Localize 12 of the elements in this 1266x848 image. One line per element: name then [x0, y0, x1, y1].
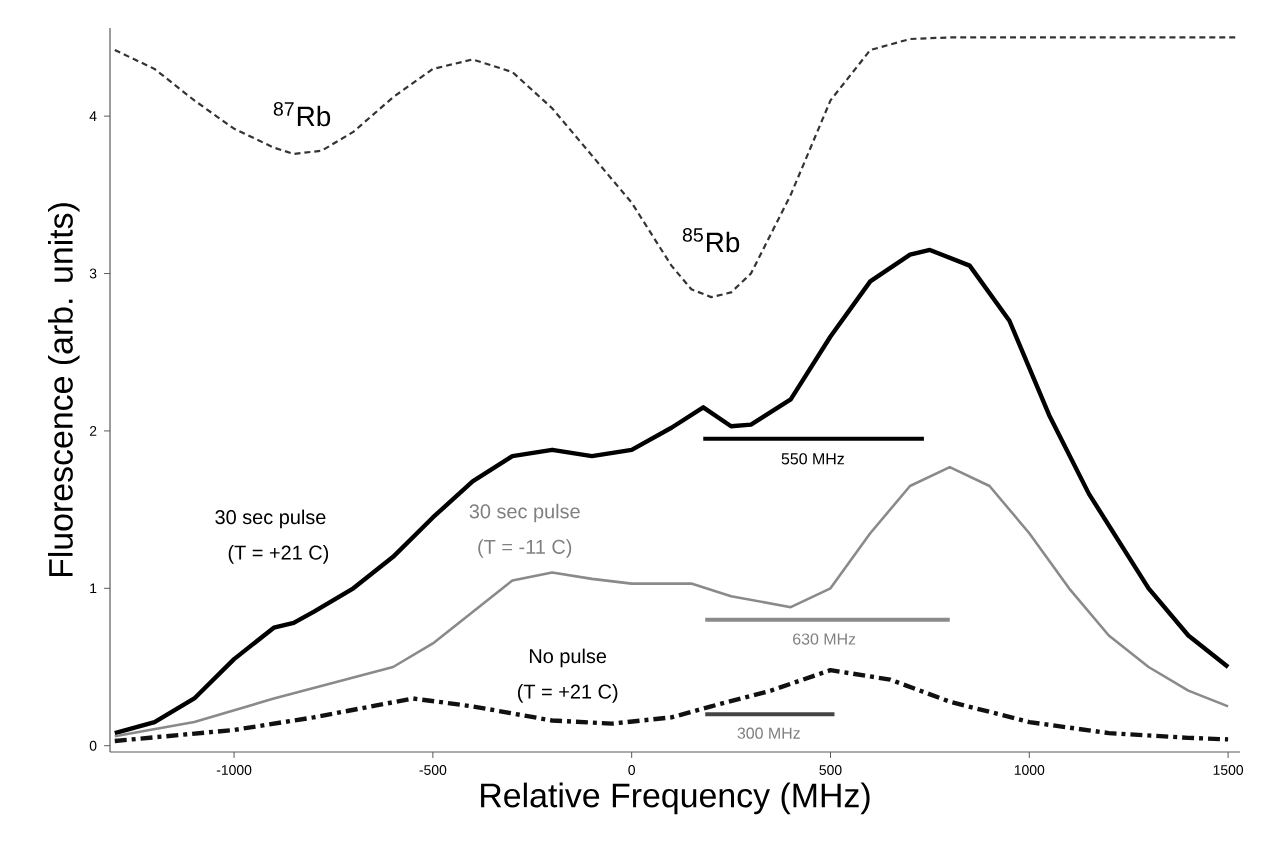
- annotation: $^{87}$Rb: [273, 102, 331, 127]
- line-series: [113, 465, 1230, 738]
- annotation: 30 sec pulse: [469, 503, 580, 523]
- y-axis-title: Fluorescence (arb. units): [48, 203, 80, 577]
- line-series: [112, 667, 1231, 744]
- annotation: No pulse: [529, 648, 607, 668]
- annotation: 30 sec pulse: [215, 509, 326, 529]
- annotation: (T = -11 C): [478, 539, 572, 558]
- annotation: $^{85}$Rb: [682, 227, 740, 253]
- annotation: (T = +21 C): [517, 684, 618, 703]
- annotation: (T = +21 C): [228, 545, 329, 564]
- x-axis-title: Relative Frequency (MHz): [481, 782, 870, 815]
